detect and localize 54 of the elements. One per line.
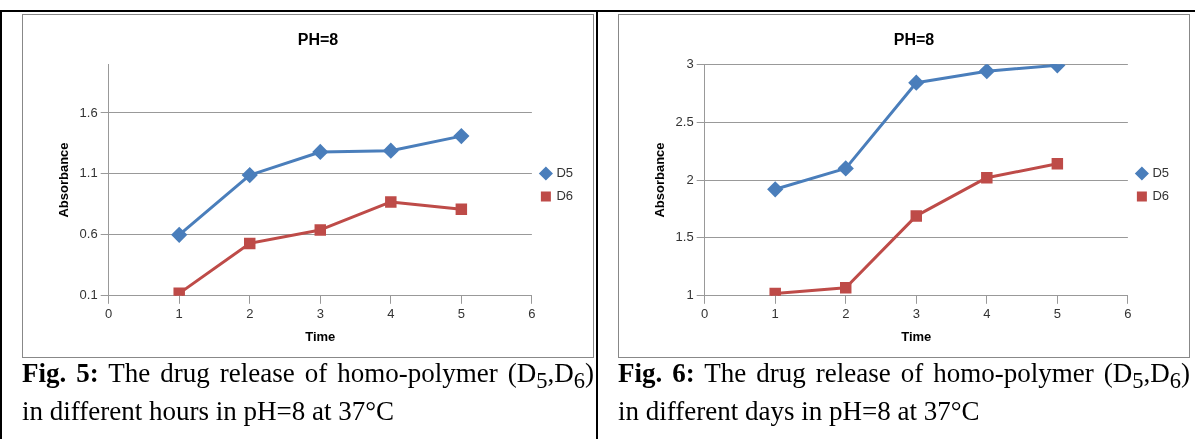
y-tick-label: 2 <box>686 171 694 187</box>
point <box>314 224 327 236</box>
point <box>453 128 469 144</box>
legend-label: D6 <box>1152 188 1170 204</box>
legend-label: D6 <box>556 188 574 204</box>
x-tick-label: 1 <box>771 306 779 322</box>
point <box>767 181 783 197</box>
x-tick-label: 2 <box>246 306 254 322</box>
y-axis-title: Absorbance <box>652 142 668 218</box>
text: Fig. 5: The drug release of homo-polymer (D$_{5}$,D$_{6}$) in different hours in pH=8 at 37°C <box>22 358 594 427</box>
x-tick-label: 1 <box>175 306 183 322</box>
legend-label: D5 <box>556 165 574 181</box>
y-tick-label: 1 <box>686 287 694 303</box>
point <box>383 143 399 159</box>
point <box>840 281 852 294</box>
y-tick-label: 1.5 <box>675 229 694 245</box>
x-tick-label: 5 <box>457 306 465 322</box>
x-tick-label: 6 <box>1124 306 1132 322</box>
point <box>312 144 328 160</box>
y-tick-label: 0.6 <box>79 226 98 242</box>
x-tick-label: 0 <box>701 306 709 322</box>
point <box>171 227 187 243</box>
y-tick-label: 1.6 <box>79 104 98 120</box>
x-tick-label: 4 <box>983 306 991 322</box>
x-axis-title: Time <box>305 328 336 344</box>
x-tick-label: 5 <box>1053 306 1061 322</box>
x-tick-label: 6 <box>528 306 536 322</box>
point <box>981 171 993 184</box>
point <box>173 287 185 296</box>
point <box>244 237 256 250</box>
point <box>908 75 924 91</box>
point <box>769 287 781 296</box>
y-tick-label: 3 <box>686 55 694 71</box>
point <box>838 160 854 176</box>
y-tick-label: 2.5 <box>675 113 694 129</box>
x-tick-label: 2 <box>842 306 850 322</box>
x-axis-title: Time <box>901 328 932 344</box>
y-tick-label: 1.1 <box>79 165 98 181</box>
x-tick-label: 3 <box>912 306 920 322</box>
point <box>455 203 468 215</box>
point <box>385 196 397 208</box>
chart-title: PH=8 <box>297 31 339 49</box>
legend-label: D5 <box>1152 165 1170 181</box>
point <box>1051 158 1064 170</box>
y-tick-label: 0.1 <box>79 287 98 303</box>
point <box>979 64 995 79</box>
x-tick-label: 4 <box>387 306 395 322</box>
y-axis-title: Absorbance <box>56 142 72 218</box>
chart-title: PH=8 <box>893 31 935 49</box>
x-tick-label: 3 <box>316 306 324 322</box>
point <box>242 167 258 183</box>
point <box>910 210 923 222</box>
text: Fig. 6: The drug release of homo-polymer (D$_{5}$,D$_{6}$) in different days in pH=8 at 37°C <box>618 358 1190 427</box>
x-tick-label: 0 <box>105 306 113 322</box>
